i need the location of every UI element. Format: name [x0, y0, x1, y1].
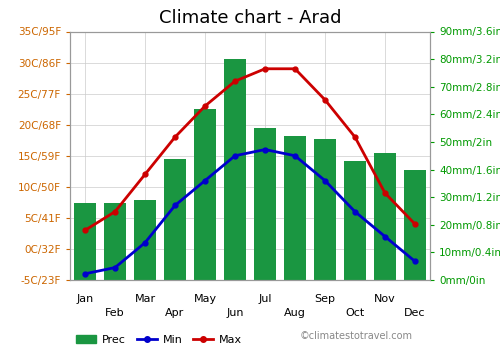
Legend: Prec, Min, Max: Prec, Min, Max [72, 330, 246, 349]
Bar [224, 59, 246, 280]
Text: Feb: Feb [105, 308, 125, 318]
Bar [164, 159, 186, 280]
Title: Climate chart - Arad: Climate chart - Arad [159, 9, 341, 27]
Text: Jun: Jun [226, 308, 244, 318]
Text: Jan: Jan [76, 294, 94, 304]
Bar [314, 139, 336, 280]
Bar [344, 161, 366, 280]
Bar [104, 203, 126, 280]
Text: Nov: Nov [374, 294, 396, 304]
Bar [254, 128, 276, 280]
Text: Oct: Oct [346, 308, 364, 318]
Bar [74, 203, 96, 280]
Text: Apr: Apr [166, 308, 184, 318]
Text: Dec: Dec [404, 308, 426, 318]
Bar [194, 109, 216, 280]
Text: Mar: Mar [134, 294, 156, 304]
Bar [284, 136, 306, 280]
Bar [134, 200, 156, 280]
Text: ©climatestotravel.com: ©climatestotravel.com [300, 331, 413, 341]
Bar [374, 153, 396, 280]
Text: Aug: Aug [284, 308, 306, 318]
Text: May: May [194, 294, 216, 304]
Text: Sep: Sep [314, 294, 336, 304]
Text: Jul: Jul [258, 294, 272, 304]
Bar [404, 169, 426, 280]
